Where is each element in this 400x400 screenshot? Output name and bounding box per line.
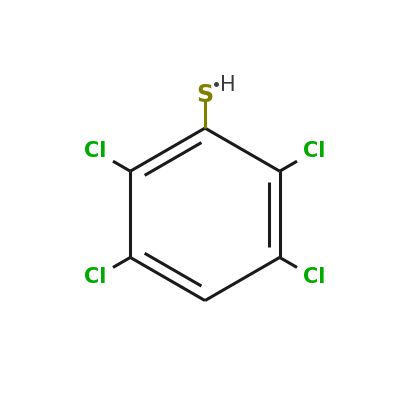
Text: Cl: Cl [84,141,107,161]
Text: Cl: Cl [303,268,326,288]
Text: S: S [196,83,214,107]
Text: H: H [220,75,236,95]
Text: Cl: Cl [84,268,107,288]
Text: Cl: Cl [303,141,326,161]
